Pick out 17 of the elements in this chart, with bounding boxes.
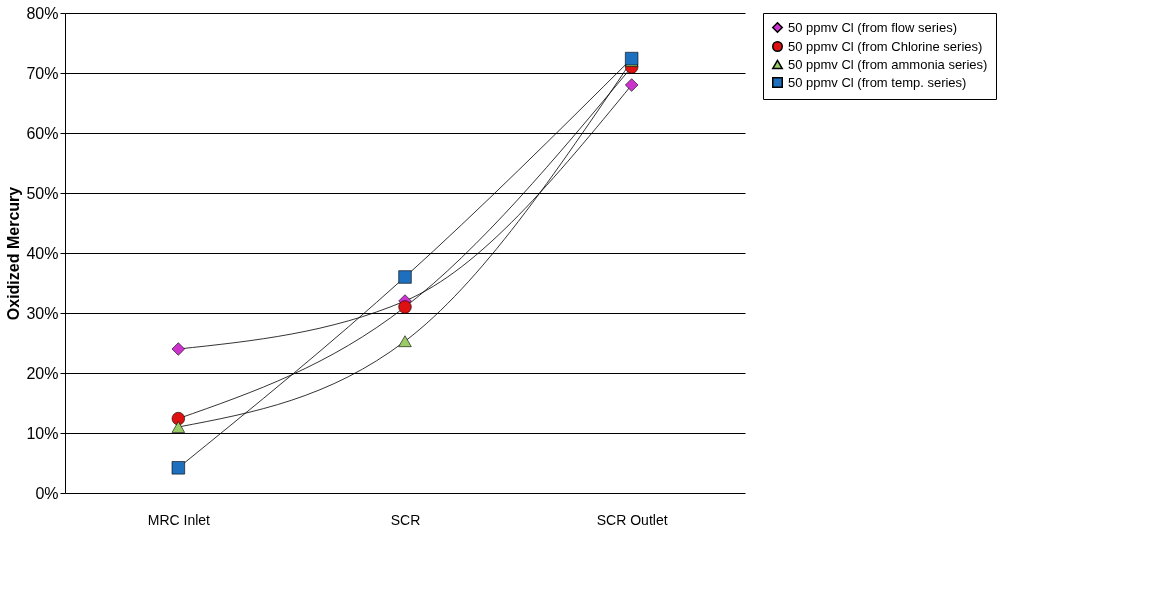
- y-tick-label: 80%: [26, 4, 59, 22]
- y-tick-label: 60%: [26, 124, 59, 142]
- legend-label: 50 ppmv Cl (from temp. series): [788, 74, 967, 90]
- legend-label: 50 ppmv Cl (from Chlorine series): [788, 38, 983, 54]
- legend-label: 50 ppmv Cl (from flow series): [788, 19, 958, 35]
- legend-label: 50 ppmv Cl (from ammonia series): [788, 56, 988, 72]
- y-tick-label: 30%: [26, 304, 59, 322]
- y-axis-title: Oxidized Mercury: [5, 186, 23, 321]
- y-tick-label: 20%: [26, 364, 59, 382]
- x-tick-label: MRC Inlet: [147, 511, 211, 528]
- x-tick-label: SCR Outlet: [596, 511, 668, 528]
- y-tick-label: 10%: [26, 424, 59, 442]
- y-tick-label: 0%: [35, 484, 59, 502]
- y-tick-label: 50%: [26, 184, 59, 202]
- y-tick-label: 70%: [26, 64, 59, 82]
- y-tick-label: 40%: [26, 244, 59, 262]
- x-tick-label: SCR: [390, 511, 421, 528]
